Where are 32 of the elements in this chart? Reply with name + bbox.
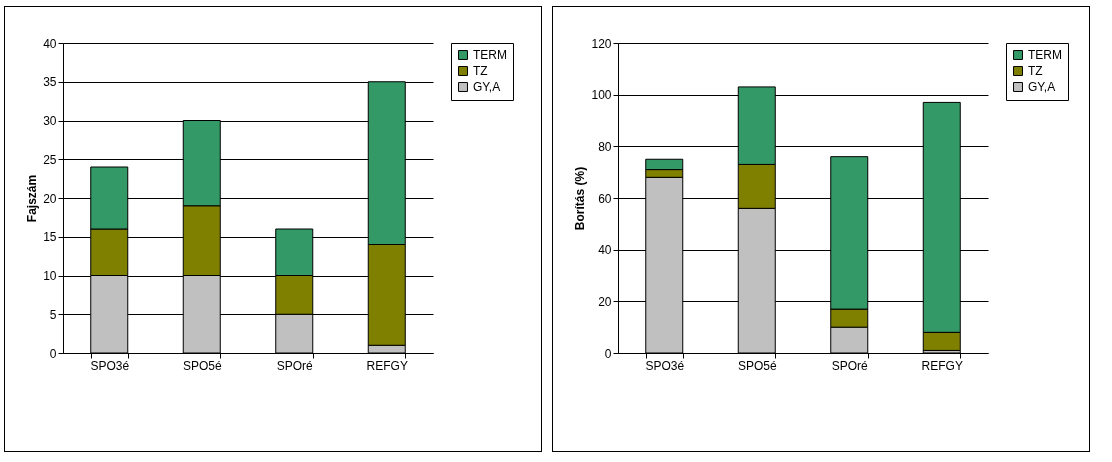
y-tick-label: 40 [43,36,57,51]
y-axis-title: Fajszám [25,174,40,223]
x-tick-label: REFGY [921,358,963,373]
y-tick-label: 0 [604,346,612,361]
legend-label: GY,A [1028,80,1056,94]
legend-label: TZ [473,64,488,78]
y-tick-label: 35 [43,75,57,90]
legend-label: TZ [1028,64,1043,78]
y-tick-label: 25 [43,152,57,167]
x-tick-label: SPO5é [737,358,777,373]
y-tick-label: 80 [598,139,612,154]
y-tick-label: 60 [598,191,612,206]
y-tick-label: 0 [49,346,57,361]
legend-label: TERM [1028,48,1062,62]
y-tick-label: 100 [591,88,612,103]
x-tick-label: SPOré [831,358,869,373]
y-tick-label: 10 [43,269,57,283]
legend-label: GY,A [473,80,501,94]
x-tick-label: SPOré [276,358,314,373]
y-tick-label: 120 [591,36,612,51]
x-tick-label: SPO3é [90,358,130,373]
x-tick-label: REFGY [366,358,408,373]
y-tick-label: 20 [43,191,57,206]
y-tick-label: 30 [43,114,57,128]
legend-label: TERM [473,48,507,62]
y-tick-label: 20 [598,294,612,309]
y-tick-label: 5 [49,307,57,322]
y-tick-label: 15 [43,230,57,245]
y-axis-title: Borítás (%) [573,166,588,231]
x-tick-label: SPO5é [182,358,222,373]
y-tick-label: 40 [598,243,612,258]
x-tick-label: SPO3é [645,358,685,373]
